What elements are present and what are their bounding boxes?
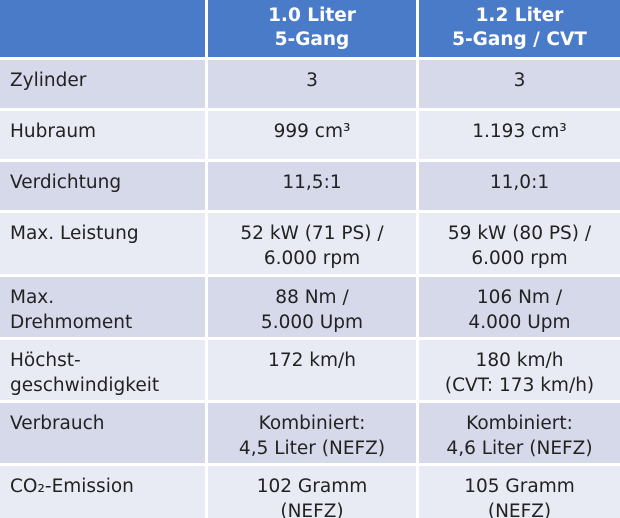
row-label: Höchst-geschwindigkeit bbox=[0, 340, 205, 400]
cell-text: Kombiniert: bbox=[466, 413, 573, 434]
value-cell: 1.193 cm³ bbox=[419, 111, 620, 159]
value-cell: 106 Nm / 4.000 Upm bbox=[419, 277, 620, 337]
cell-text: Zylinder bbox=[10, 70, 87, 91]
value-cell: 88 Nm / 5.000 Upm bbox=[208, 277, 416, 337]
cell-text: 1.2 Liter bbox=[475, 5, 564, 26]
row-label: Verbrauch bbox=[0, 403, 205, 463]
row-label: Verdichtung bbox=[0, 162, 205, 210]
cell-text: 5.000 Upm bbox=[260, 312, 364, 333]
cell-text: 11,0:1 bbox=[489, 172, 550, 193]
header-cell: 1.0 Liter 5-Gang bbox=[208, 0, 416, 57]
value-cell: 59 kW (80 PS) / 6.000 rpm bbox=[419, 213, 620, 274]
cell-text: (NEFZ) bbox=[487, 501, 552, 518]
cell-text: CO₂-Emission bbox=[10, 476, 134, 497]
cell-text: 5-Gang / CVT bbox=[452, 29, 587, 50]
cell-text: Max. bbox=[10, 287, 55, 308]
value-cell: 52 kW (71 PS) / 6.000 rpm bbox=[208, 213, 416, 274]
cell-text: 3 bbox=[306, 70, 318, 91]
row-label: Hubraum bbox=[0, 111, 205, 159]
row-label: Max. Drehmoment bbox=[0, 277, 205, 337]
cell-text: Drehmoment bbox=[10, 312, 133, 333]
cell-text: Verdichtung bbox=[10, 172, 122, 193]
cell-text: 4,5 Liter (NEFZ) bbox=[238, 438, 386, 459]
cell-text: Höchst- bbox=[10, 350, 81, 371]
cell-text: 11,5:1 bbox=[282, 172, 342, 193]
cell-text: 999 cm³ bbox=[273, 121, 351, 142]
cell-text: 106 Nm / bbox=[476, 287, 563, 308]
cell-text: 88 Nm / bbox=[275, 287, 349, 308]
value-cell: 999 cm³ bbox=[208, 111, 416, 159]
cell-text: (CVT: 173 km/h) bbox=[444, 375, 595, 396]
header-corner bbox=[0, 0, 205, 57]
value-cell: 172 km/h bbox=[208, 340, 416, 400]
cell-text: 172 km/h bbox=[268, 350, 356, 371]
cell-text: 1.193 cm³ bbox=[472, 121, 567, 142]
row-label: Zylinder bbox=[0, 60, 205, 108]
cell-text: 6.000 rpm bbox=[263, 248, 361, 269]
value-cell: 11,0:1 bbox=[419, 162, 620, 210]
row-label: CO₂-Emission bbox=[0, 466, 205, 518]
value-cell: 180 km/h (CVT: 173 km/h) bbox=[419, 340, 620, 400]
value-cell: 102 Gramm (NEFZ) bbox=[208, 466, 416, 518]
cell-text: 1.0 Liter bbox=[268, 5, 356, 26]
cell-text: 180 km/h bbox=[475, 350, 564, 371]
cell-text: Verbrauch bbox=[10, 413, 105, 434]
value-cell: 3 bbox=[419, 60, 620, 108]
cell-text: Kombiniert: bbox=[258, 413, 366, 434]
cell-text: 52 kW (71 PS) / bbox=[240, 223, 384, 244]
cell-text: 6.000 rpm bbox=[471, 248, 568, 269]
cell-text: Max. Leistung bbox=[10, 223, 139, 244]
value-cell: 3 bbox=[208, 60, 416, 108]
cell-text: Hubraum bbox=[10, 121, 97, 142]
value-cell: 105 Gramm (NEFZ) bbox=[419, 466, 620, 518]
cell-text: 5-Gang bbox=[274, 29, 350, 50]
row-label: Max. Leistung bbox=[0, 213, 205, 274]
cell-text: 102 Gramm bbox=[256, 476, 368, 497]
value-cell: Kombiniert: 4,6 Liter (NEFZ) bbox=[419, 403, 620, 463]
value-cell: 11,5:1 bbox=[208, 162, 416, 210]
cell-text: 4.000 Upm bbox=[468, 312, 571, 333]
header-cell: 1.2 Liter 5-Gang / CVT bbox=[419, 0, 620, 57]
cell-text: 4,6 Liter (NEFZ) bbox=[446, 438, 593, 459]
cell-text: geschwindigkeit bbox=[10, 375, 160, 396]
cell-text: 3 bbox=[513, 70, 526, 91]
cell-text: 105 Gramm bbox=[464, 476, 575, 497]
cell-text: 59 kW (80 PS) / bbox=[447, 223, 592, 244]
value-cell: Kombiniert: 4,5 Liter (NEFZ) bbox=[208, 403, 416, 463]
cell-text: (NEFZ) bbox=[280, 501, 344, 518]
